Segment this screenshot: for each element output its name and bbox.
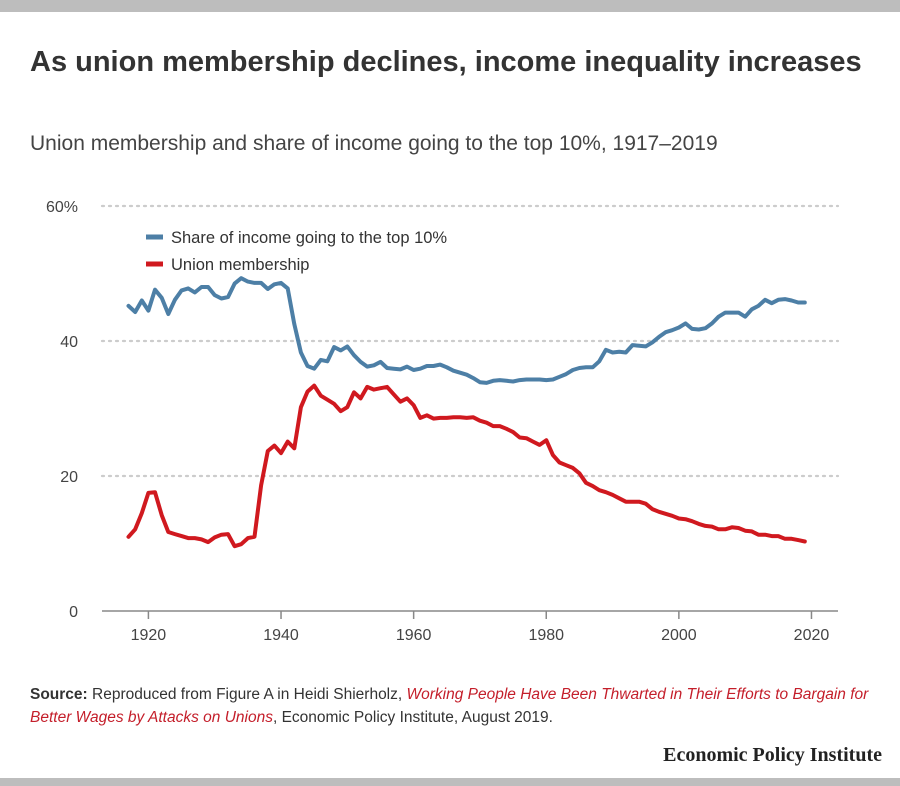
bottom-border-bar [0,778,900,786]
legend-union-label: Union membership [171,256,309,274]
x-tick-label: 1940 [263,627,299,644]
source-label: Source: [30,686,88,703]
chart-title: As union membership declines, income ine… [30,46,862,78]
x-tick-label: 2000 [661,627,697,644]
chart-subtitle: Union membership and share of income goi… [30,132,718,155]
x-tick-label: 1980 [528,627,564,644]
x-tick-label: 1920 [131,627,167,644]
axis-layer: 0 20 40 60% 1920 1940 1960 1980 2000 2020 [46,199,838,644]
epi-logo: Economic Policy Institute [663,744,882,766]
source-text-before: Reproduced from Figure A in Heidi Shierh… [87,686,407,703]
line-chart: 0 20 40 60% 1920 1940 1960 1980 2000 2020 Share o… [46,199,840,644]
source-text-after: , Economic Policy Institute, August 2019… [272,709,553,726]
top-border-bar [0,0,900,12]
y-tick-label: 60% [46,199,78,216]
x-tick-label: 1960 [396,627,432,644]
top10-income-share-line [126,276,807,385]
union-membership-line [126,383,807,549]
series-layer [126,276,807,549]
y-tick-label: 20 [60,469,78,486]
legend: Share of income going to the top 10% Unio… [146,229,447,274]
x-tick-label: 2020 [794,627,830,644]
y-tick-label: 40 [60,334,78,351]
legend-top10-label: Share of income going to the top 10% [171,229,447,247]
y-tick-label: 0 [69,604,78,621]
source-note: Source: Reproduced from Figure A in Heid… [30,683,880,729]
source-reference-link[interactable]: Working People Have Been Thwarted in The… [30,686,869,726]
